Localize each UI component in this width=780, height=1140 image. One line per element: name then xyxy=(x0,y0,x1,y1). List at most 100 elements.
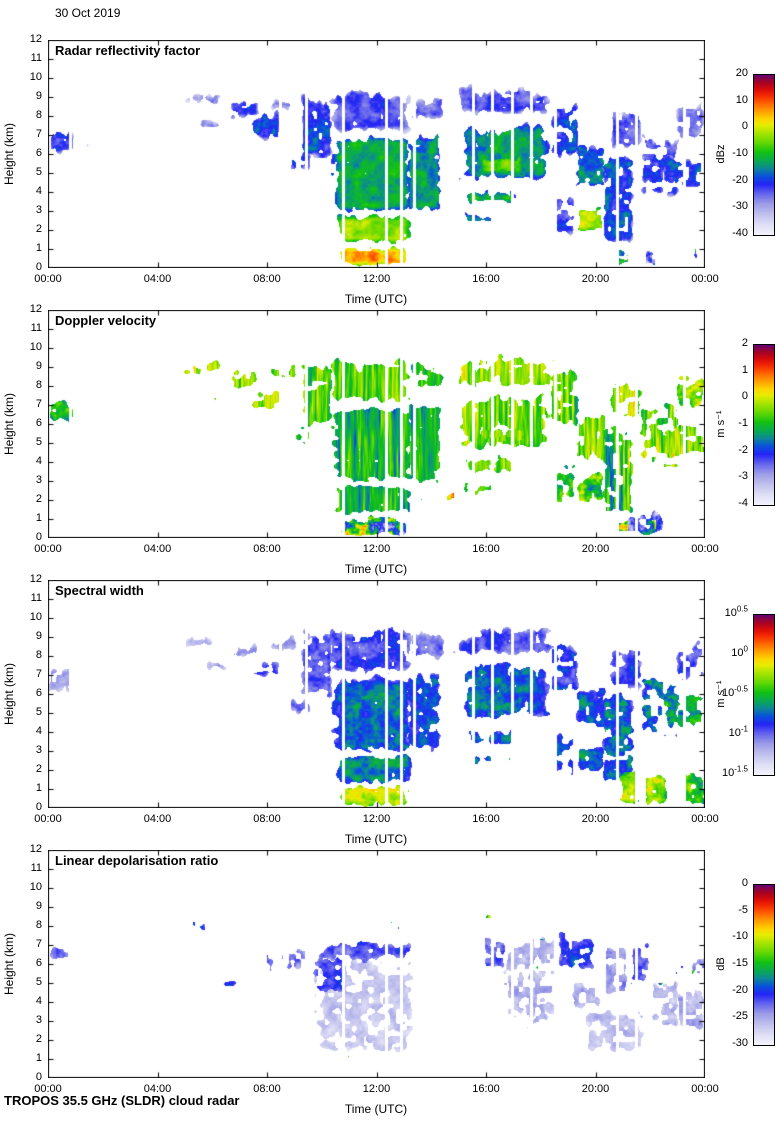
colorbar-tick-label: 0 xyxy=(741,390,748,403)
y-tick-label: 4 xyxy=(35,185,42,197)
y-tick-label: 2 xyxy=(35,223,42,235)
y-tick-label: 9 xyxy=(35,900,42,912)
y-tick-label: 10 xyxy=(29,71,42,83)
x-tick-label: 00:00 xyxy=(34,1083,62,1095)
y-tick-label: 6 xyxy=(35,147,42,159)
x-tick-label: 08:00 xyxy=(253,543,281,555)
y-tick-label: 1 xyxy=(35,782,42,794)
y-tick-label: 1 xyxy=(35,1052,42,1064)
colorbar-tick-label: 10-1 xyxy=(728,724,748,739)
x-tick-label: 12:00 xyxy=(362,273,391,285)
colorbar-gradient xyxy=(753,884,775,1046)
x-tick-label: 00:00 xyxy=(691,1083,719,1095)
y-tick-label: 7 xyxy=(35,938,42,950)
x-tick-label: 16:00 xyxy=(472,543,500,555)
colorbar-velocity: m s⁻¹ 2 1 0 -1 -2 -3 -4 xyxy=(715,337,775,509)
x-tick-label: 08:00 xyxy=(253,1083,281,1095)
x-tick-label: 00:00 xyxy=(34,813,62,825)
x-axis-label: Time (UTC) xyxy=(344,292,408,306)
y-tick-label: 3 xyxy=(35,474,42,486)
instrument-credit: TROPOS 35.5 GHz (SLDR) cloud radar xyxy=(4,1093,240,1108)
colorbar-spectral-width: m s⁻¹ 100.5 100 10-0.5 10-1 10-1.5 xyxy=(715,605,775,779)
colorbar-tick-label: -10 xyxy=(732,147,748,159)
x-tick-label: 20:00 xyxy=(581,543,610,555)
y-tick-label: 1 xyxy=(35,242,42,254)
colorbar-tick-label: 10-1.5 xyxy=(721,764,748,779)
x-axis-label: Time (UTC) xyxy=(344,562,408,576)
y-tick-label: 8 xyxy=(35,109,42,121)
y-tick-label: 12 xyxy=(29,33,42,45)
y-tick-label: 3 xyxy=(35,744,42,756)
y-tick-label: 2 xyxy=(35,763,42,775)
colorbar-tick-label: 10-0.5 xyxy=(721,684,748,699)
y-tick-label: 5 xyxy=(35,166,42,178)
y-tick-label: 6 xyxy=(35,417,42,429)
x-tick-label: 04:00 xyxy=(143,273,172,285)
y-tick-label: 0 xyxy=(35,1071,42,1083)
y-tick-label: 7 xyxy=(35,398,42,410)
colorbar-ldr: dB 0 -5 -10 -15 -20 -25 -30 xyxy=(715,877,775,1049)
colorbar-tick-label: -20 xyxy=(732,983,748,996)
y-tick-label: 8 xyxy=(35,649,42,661)
colorbar-tick-label: -30 xyxy=(732,1037,748,1049)
y-tick-label: 11 xyxy=(30,592,42,604)
y-tick-label: 8 xyxy=(35,919,42,931)
y-tick-label: 0 xyxy=(35,801,42,813)
y-tick-label: 9 xyxy=(35,90,42,102)
x-tick-label: 12:00 xyxy=(362,1083,391,1095)
x-tick-label: 16:00 xyxy=(472,1083,500,1095)
panel-title: Radar reflectivity factor xyxy=(55,43,201,58)
colorbar-tick-label: 1 xyxy=(741,363,748,376)
y-tick-label: 11 xyxy=(30,52,42,64)
y-tick-label: 4 xyxy=(35,725,42,737)
colorbar-gradient xyxy=(753,74,775,236)
y-tick-label: 5 xyxy=(35,436,42,448)
colorbar-tick-label: -20 xyxy=(732,173,748,186)
x-tick-label: 08:00 xyxy=(253,273,281,285)
colorbar-tick-label: -40 xyxy=(732,227,748,239)
colorbar-tick-label: 2 xyxy=(741,337,748,349)
panel-radar-reflectivity: Height (km) 0 1 2 3 4 5 6 7 8 9 10 11 12 Radar refle… xyxy=(0,33,780,330)
x-tick-label: 00:00 xyxy=(34,543,62,555)
y-tick-label: 3 xyxy=(35,204,42,216)
y-tick-label: 0 xyxy=(35,531,42,543)
colorbar-tick-label: -25 xyxy=(732,1010,748,1023)
panel-spectral-width: Height (km) 0 1 2 3 4 5 6 7 8 9 10 11 12 Spectral wi… xyxy=(0,573,780,870)
y-tick-label: 8 xyxy=(35,379,42,391)
y-tick-label: 10 xyxy=(29,611,42,623)
x-tick-label: 16:00 xyxy=(472,273,500,285)
colorbar-reflectivity: dBz 20 10 0 -10 -20 -30 -40 xyxy=(715,67,775,239)
colorbar-tick-label: -1 xyxy=(738,417,748,429)
colorbar-tick-label: 20 xyxy=(735,67,748,79)
y-tick-label: 7 xyxy=(35,128,42,140)
colorbar-tick-label: 10 xyxy=(735,93,748,106)
panel-title: Spectral width xyxy=(55,583,144,598)
heatmap-canvas-velocity xyxy=(48,310,705,538)
y-tick-label: 12 xyxy=(29,573,42,585)
y-tick-label: 4 xyxy=(35,455,42,467)
colorbar-tick-label: -5 xyxy=(738,903,748,916)
y-tick-label: 2 xyxy=(35,493,42,505)
y-tick-label: 3 xyxy=(35,1014,42,1026)
colorbar-gradient xyxy=(753,614,775,776)
colorbar-tick-label: -10 xyxy=(732,930,748,943)
heatmap-canvas-reflectivity xyxy=(48,40,705,268)
x-tick-label: 12:00 xyxy=(362,543,391,555)
heatmap-canvas-spectral-width xyxy=(48,580,705,808)
y-tick-label: 9 xyxy=(35,360,42,372)
x-tick-label: 00:00 xyxy=(691,273,719,285)
x-tick-label: 08:00 xyxy=(253,813,281,825)
y-tick-label: 10 xyxy=(29,341,42,353)
colorbar-tick-label: 0 xyxy=(741,877,748,889)
x-tick-label: 20:00 xyxy=(581,1083,610,1095)
plot-area-spectral-width: Spectral width xyxy=(48,580,705,808)
colorbar-tick-label: 100 xyxy=(731,644,748,659)
y-tick-label: 7 xyxy=(35,668,42,680)
x-tick-label: 20:00 xyxy=(581,813,610,825)
y-tick-label: 2 xyxy=(35,1033,42,1045)
y-tick-label: 12 xyxy=(29,843,42,855)
y-tick-label: 10 xyxy=(29,881,42,893)
y-tick-label: 12 xyxy=(29,303,42,315)
colorbar-gradient xyxy=(753,344,775,506)
panel-doppler-velocity: Height (km) 0 1 2 3 4 5 6 7 8 9 10 11 12 Doppler vel… xyxy=(0,303,780,600)
